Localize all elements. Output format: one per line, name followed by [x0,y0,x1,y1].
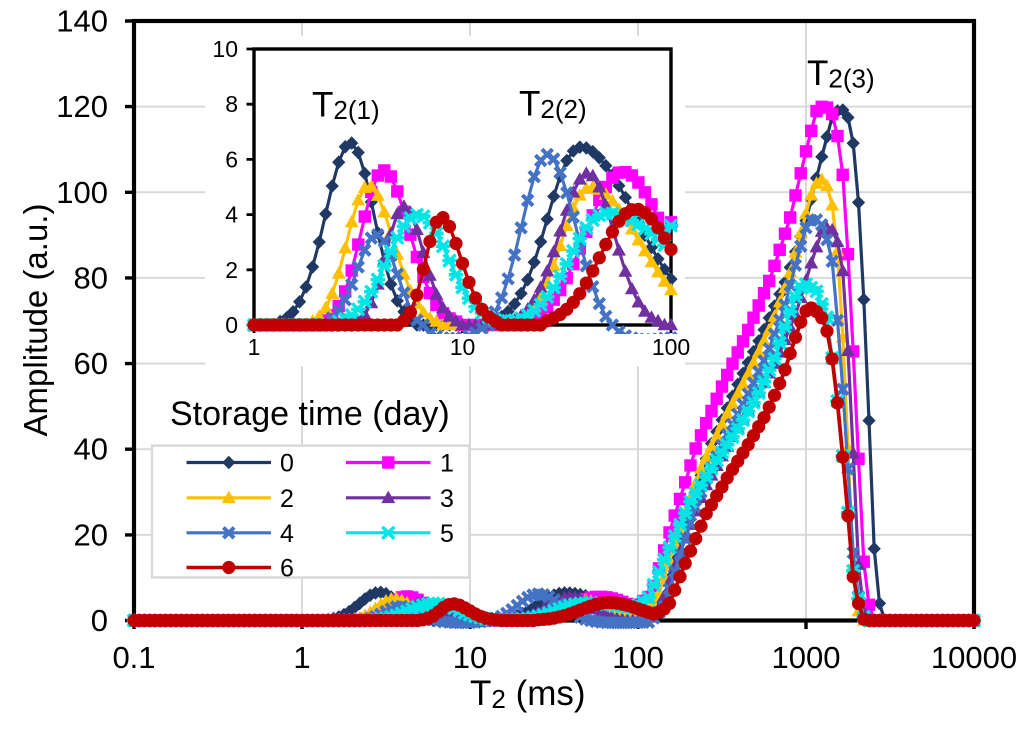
svg-text:100: 100 [612,640,664,675]
svg-text:1: 1 [248,334,261,360]
svg-text:120: 120 [56,89,108,124]
svg-text:0: 0 [225,312,238,338]
svg-text:100: 100 [652,334,690,360]
svg-text:0: 0 [280,450,294,478]
svg-text:6: 6 [280,555,294,583]
svg-text:140: 140 [56,4,108,39]
svg-text:2: 2 [280,485,294,513]
svg-text:0.1: 0.1 [112,640,155,675]
svg-text:Storage time (day): Storage time (day) [170,395,450,433]
svg-text:10000: 10000 [931,640,1017,675]
svg-text:6: 6 [225,146,238,172]
svg-text:1000: 1000 [772,640,841,675]
svg-text:0: 0 [91,603,108,638]
svg-text:3: 3 [440,485,454,513]
svg-text:80: 80 [74,260,108,295]
svg-text:40: 40 [74,432,108,467]
svg-text:10: 10 [212,36,238,62]
svg-text:5: 5 [440,520,454,548]
svg-text:60: 60 [74,346,108,381]
svg-text:1: 1 [440,450,454,478]
svg-text:4: 4 [225,202,238,228]
svg-text:100: 100 [56,175,108,210]
svg-text:1: 1 [293,640,310,675]
svg-text:Amplitude (a.u.): Amplitude (a.u.) [17,204,54,437]
svg-text:2: 2 [225,257,238,283]
svg-text:8: 8 [225,91,238,117]
svg-text:T2 (ms): T2 (ms) [470,674,586,714]
svg-text:10: 10 [453,640,487,675]
svg-text:4: 4 [280,520,294,548]
svg-text:10: 10 [450,334,476,360]
svg-text:20: 20 [74,517,108,552]
